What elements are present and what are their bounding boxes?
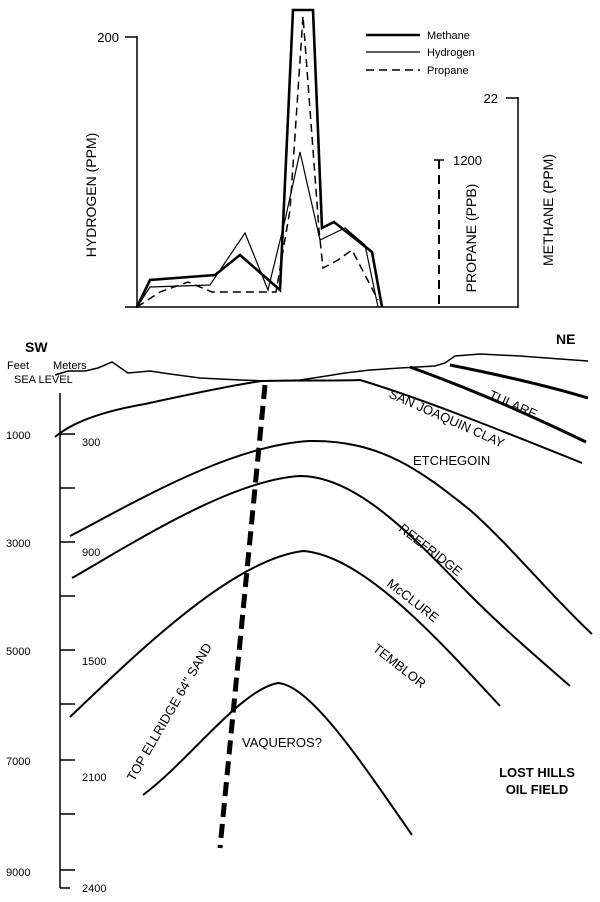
top-temblor-boundary	[142, 681, 413, 836]
gas-chart: 200 HYDROGEN (PPM) 22 METHANE (PPM) 1200…	[83, 8, 556, 308]
top-reefridge-boundary	[71, 474, 571, 687]
feet-tick-label: 5000	[6, 646, 30, 658]
cross-section: SW NE Feet Meters SEA LEVEL 1000 3000 50…	[6, 331, 593, 895]
meter-tick-label: 1500	[82, 656, 106, 668]
top-san-joaquin-clay-boundary	[54, 378, 583, 464]
methane-series-line	[135, 8, 384, 308]
unit-meters-label: Meters	[53, 360, 87, 372]
meter-tick-label: 2100	[82, 772, 106, 784]
top-mcclure-boundary	[69, 549, 501, 718]
propane-axis-tick-label: 1200	[453, 153, 482, 168]
propane-axis-label: PROPANE (PPB)	[463, 184, 479, 293]
feet-tick-label: 9000	[6, 867, 30, 879]
meter-tick-label: 300	[82, 437, 100, 449]
reefridge-label: REEFRIDGE	[396, 521, 465, 580]
direction-sw: SW	[25, 339, 48, 355]
chart-legend: Methane Hydrogen Propane	[366, 30, 475, 77]
vaqueros-label: VAQUEROS?	[242, 735, 322, 750]
legend-propane-label: Propane	[427, 65, 469, 77]
meter-tick-label: 2400	[82, 883, 106, 895]
methane-axis-label: METHANE (PPM)	[540, 154, 556, 266]
field-name-line1: LOST HILLS	[499, 765, 575, 780]
top-etchegoin-boundary	[69, 439, 593, 635]
hydrogen-axis-label: HYDROGEN (PPM)	[83, 133, 99, 257]
direction-ne: NE	[556, 331, 575, 347]
propane-series-line	[136, 15, 379, 308]
hydrogen-axis-tick-label: 200	[97, 30, 119, 45]
mcclure-label: McCLURE	[384, 576, 442, 626]
temblor-label: TEMBLOR	[370, 641, 429, 692]
legend-methane-label: Methane	[427, 30, 470, 42]
unit-feet-label: Feet	[7, 360, 29, 372]
tulare-label: TULARE	[487, 387, 540, 422]
meter-tick-labels: 300 900 1500 2100 2400	[82, 437, 106, 895]
feet-tick-label: 7000	[6, 756, 30, 768]
field-name-line2: OIL FIELD	[506, 782, 569, 797]
feet-tick-label: 3000	[6, 538, 30, 550]
meter-tick-label: 900	[82, 547, 100, 559]
sea-level-label: SEA LEVEL	[14, 374, 73, 386]
top-tulare-boundary	[409, 365, 587, 444]
tulare-base-boundary	[449, 363, 589, 400]
legend-hydrogen-label: Hydrogen	[427, 47, 475, 59]
ellridge-sand-label: TOP ELLRIDGE 64" SAND	[124, 640, 215, 783]
methane-axis-tick-label: 22	[484, 91, 498, 106]
hydrogen-series-line	[136, 151, 379, 308]
ellridge-sand-marker-line	[217, 384, 268, 849]
feet-tick-label: 1000	[6, 430, 30, 442]
feet-tick-labels: 1000 3000 5000 7000 9000	[6, 430, 30, 879]
etchegoin-label: ETCHEGOIN	[413, 453, 490, 468]
depth-scale	[59, 393, 75, 889]
